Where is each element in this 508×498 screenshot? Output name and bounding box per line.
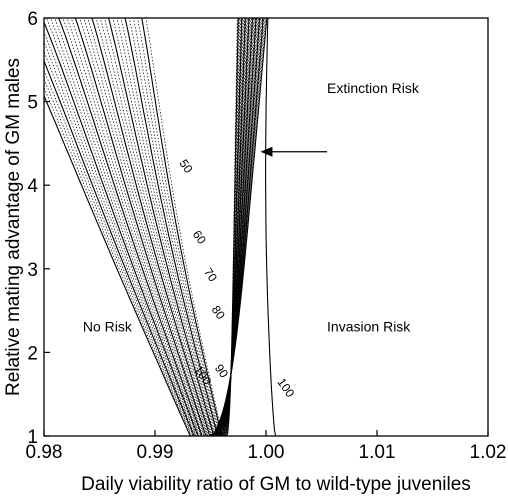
- arrow-head: [260, 146, 273, 157]
- contour-line-dotted: [44, 18, 265, 436]
- contour-line-solid: [91, 18, 250, 436]
- contour-line-solid: [107, 18, 246, 436]
- contour-line-dotted: [62, 18, 256, 436]
- contour-line-solid: [58, 18, 257, 436]
- y-tick-label: 2: [27, 343, 38, 364]
- region-label: Extinction Risk: [327, 80, 420, 96]
- region-label: Invasion Risk: [327, 319, 411, 335]
- y-tick-label: 5: [27, 93, 38, 114]
- contour-line-dotted: [145, 18, 238, 436]
- contour-line-dotted: [128, 18, 242, 436]
- contour-line-solid: [74, 18, 254, 436]
- y-tick-label: 6: [27, 9, 38, 30]
- x-tick-label: 1.00: [248, 442, 285, 463]
- contour-line-dotted: [133, 18, 241, 436]
- contour-line-dotted: [44, 18, 263, 436]
- x-tick-label: 1.02: [470, 442, 507, 463]
- contour-line-solid: [44, 18, 268, 436]
- contour-line-dotted: [50, 18, 259, 436]
- y-axis-label: Relative mating advantage of GM males: [3, 58, 24, 396]
- contour-line-dotted: [44, 18, 261, 436]
- contour-value-label: 60: [190, 228, 209, 247]
- x-tick-label: 1.01: [359, 442, 396, 463]
- y-tick-label: 1: [27, 427, 38, 448]
- x-axis-label: Daily viability ratio of GM to wild-type…: [81, 474, 471, 495]
- contour-line-dotted: [45, 18, 260, 436]
- x-tick-label: 0.98: [26, 442, 63, 463]
- contour-value-label: 80: [209, 303, 228, 322]
- contour-line-dotted: [54, 18, 258, 436]
- contour-line-dotted: [66, 18, 255, 436]
- contour-value-label: 50: [176, 157, 195, 176]
- contour-lines: [44, 18, 277, 436]
- y-axis-ticks: 1 2 3 4 5 6: [27, 9, 50, 448]
- contour-line-dotted: [44, 18, 262, 436]
- contour-value-label: 90: [212, 362, 231, 381]
- contour-line-solid: [44, 18, 264, 436]
- y-tick-label: 4: [27, 176, 38, 197]
- contour-line-dotted: [116, 18, 244, 436]
- contour-line-solid: [44, 18, 261, 436]
- x-tick-label: 0.99: [137, 442, 174, 463]
- contour-line-dotted: [120, 18, 243, 436]
- contour-line-dotted: [104, 18, 247, 436]
- contour-line-dotted: [44, 18, 267, 436]
- y-tick-label: 3: [27, 260, 38, 281]
- contour-line-solid: [124, 18, 243, 436]
- contour-line-dotted: [70, 18, 254, 436]
- contour-value-label: 100: [274, 376, 297, 401]
- contour-line-solid: [141, 18, 239, 436]
- contour-line-dotted: [95, 18, 249, 436]
- contour-line-100-right: [265, 18, 277, 436]
- x-axis-ticks: 0.98 0.99 1.00 1.01 1.02: [26, 430, 507, 463]
- contour-line-dotted: [99, 18, 248, 436]
- contour-line-dotted: [112, 18, 245, 436]
- region-label: No Risk: [83, 319, 133, 335]
- contour-value-label: 70: [201, 265, 220, 284]
- contour-line-dotted: [87, 18, 251, 436]
